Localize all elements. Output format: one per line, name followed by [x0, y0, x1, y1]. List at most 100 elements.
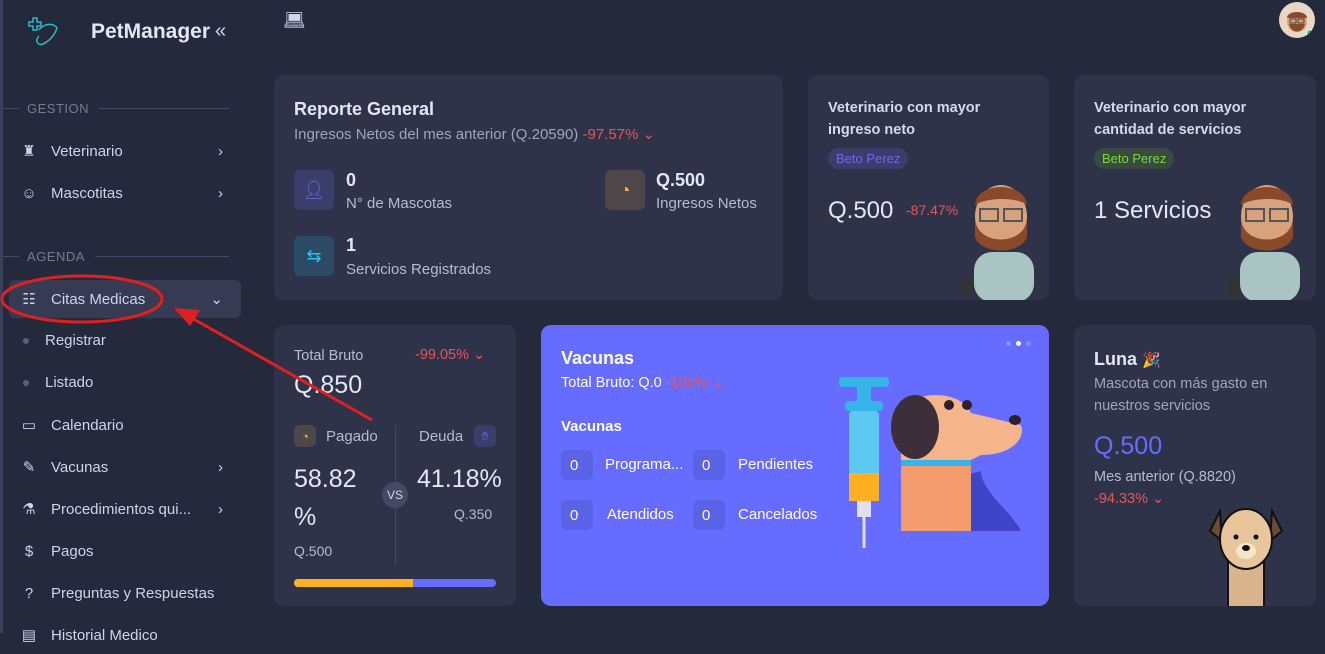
section-agenda: AGENDA — [3, 249, 229, 264]
app-name: PetManager — [91, 20, 211, 43]
value: 1 Servicios — [1094, 197, 1212, 224]
label: Citas Medicas — [51, 290, 146, 308]
label: Registrar — [45, 332, 106, 349]
transfer-arrows-icon: ⇆ — [294, 236, 334, 276]
calendar-icon: ▭ — [21, 417, 37, 434]
vaccine-dog-illustration-icon — [839, 377, 1022, 548]
vaccines-section-label: Vacunas — [561, 418, 622, 435]
paid-percent: 58.82 % — [294, 465, 357, 531]
laptop-icon[interactable]: 💻︎ — [283, 10, 306, 30]
sidebar-item-historial[interactable]: ▤ Historial Medico — [9, 616, 241, 654]
paid-amount: Q.500 — [294, 543, 333, 559]
vs-badge: VS — [382, 482, 408, 508]
section-gestion: GESTION — [3, 101, 229, 116]
chevron-down-icon: ⌄ — [1148, 491, 1165, 507]
label: Mascotitas — [51, 184, 123, 202]
stat-value: 0 — [346, 170, 357, 190]
microscope-icon: ⚗ — [22, 501, 36, 518]
total-text: Total Bruto: Q.0 — [561, 375, 662, 391]
pet-change: -94.33% ⌄ — [1094, 491, 1164, 507]
sidebar-item-procedimientos[interactable]: ⚗ Procedimientos qui... › — [9, 490, 241, 528]
chevron-right-icon: › — [218, 142, 223, 160]
sidebar-item-preguntas[interactable]: ? Preguntas y Respuestas — [9, 574, 241, 612]
gross-change: -99.05% ⌄ — [415, 347, 485, 363]
history-icon: ▤ — [21, 627, 37, 644]
dot-active[interactable] — [1016, 341, 1021, 346]
change: -99.05% — [415, 347, 470, 363]
party-popper-icon: 🎉 — [1142, 352, 1161, 369]
sidebar-item-mascotitas[interactable]: ☺ Mascotitas › — [9, 174, 241, 212]
checklist-icon: ☷ — [22, 291, 36, 308]
sidebar-item-vacunas[interactable]: ✎ Vacunas › — [9, 448, 241, 486]
sidebar-item-veterinario[interactable]: ♜ Veterinario › — [9, 132, 241, 170]
change: -97.57% — [582, 126, 639, 143]
gross-label: Total Bruto — [294, 348, 364, 364]
dot[interactable] — [1006, 341, 1011, 346]
gross-card: Total Bruto -99.05% ⌄ Q.850 ◔ Pagado 58.… — [274, 325, 516, 606]
card-title: Veterinario con mayor cantidad de servic… — [1094, 100, 1247, 138]
user-avatar[interactable] — [1279, 2, 1315, 38]
change: -94.33% — [1094, 491, 1149, 507]
vaccines-title: Vacunas — [561, 348, 635, 368]
stat-value: Q.500 — [656, 170, 706, 190]
vet-services-card: Veterinario con mayor cantidad de servic… — [1074, 75, 1316, 300]
logo-icon — [28, 17, 58, 46]
vet-name-badge: Beto Perez — [828, 148, 909, 169]
count-box: 0 — [693, 450, 725, 480]
label: Pagos — [51, 542, 94, 560]
label: Calendario — [51, 416, 124, 434]
sidebar-item-calendario[interactable]: ▭ Calendario — [9, 406, 241, 444]
report-title: Reporte General — [294, 99, 435, 119]
pet-previous: Mes anterior (Q.8820) — [1094, 469, 1236, 485]
label: Procedimientos qui... — [51, 500, 192, 518]
change: -100% — [665, 375, 708, 391]
user-star-icon: 👤︎ — [294, 170, 334, 210]
label: Veterinario — [51, 142, 123, 160]
chevrons-left-icon[interactable]: « — [215, 20, 227, 42]
question-icon: ? — [24, 584, 34, 602]
report-card: Reporte General Ingresos Netos del mes a… — [274, 75, 783, 300]
stat-label: Ingresos Netos — [656, 195, 757, 212]
dot[interactable] — [1026, 341, 1031, 346]
count-label: Cancelados — [738, 506, 818, 523]
pet-name: Luna 🎉 — [1094, 349, 1161, 370]
gross-value: Q.850 — [294, 371, 363, 399]
card-title: Veterinario con mayor ingreso neto — [828, 100, 981, 138]
sidebar-item-citas-medicas[interactable]: ☷ Citas Medicas ⌄ — [9, 280, 241, 318]
vaccines-total: Total Bruto: Q.0 -100% ⌄ — [561, 375, 724, 391]
debt-amount: Q.350 — [454, 506, 493, 522]
vaccines-card: Vacunas Total Bruto: Q.0 -100% ⌄ Vacunas… — [541, 325, 1049, 606]
count-label: Atendidos — [607, 506, 674, 523]
value: Q.500 — [828, 197, 894, 224]
chevron-right-icon: › — [218, 458, 223, 476]
count-label: Programa... — [605, 456, 684, 473]
chevron-down-icon: ⌄ — [469, 347, 486, 363]
stat-label: Servicios Registrados — [346, 261, 492, 278]
pet-value: Q.500 — [1094, 432, 1163, 460]
carousel-dots[interactable] — [1006, 341, 1031, 346]
paid-progress-fill — [294, 579, 413, 587]
paid-progress-bar — [294, 579, 496, 587]
bullet-icon — [23, 379, 29, 386]
pet-face-icon: ☺ — [21, 184, 37, 202]
vet-income-card: Veterinario con mayor ingreso neto Beto … — [808, 75, 1049, 300]
change: -87.47% — [906, 202, 959, 218]
sidebar-subitem-listado[interactable]: Listado — [23, 374, 93, 391]
chevron-right-icon: › — [218, 184, 223, 202]
top-pet-card: Luna 🎉 Mascota con más gasto en nuestros… — [1074, 325, 1316, 606]
brand[interactable]: PetManager — [25, 14, 210, 50]
bullet-icon — [23, 337, 29, 344]
sidebar-subitem-registrar[interactable]: Registrar — [23, 332, 106, 349]
hand-coins-icon: ✋︎ — [474, 425, 496, 447]
stat-label: N° de Mascotas — [346, 195, 453, 212]
syringe-icon: ✎ — [22, 459, 36, 476]
avatar-face-icon — [1287, 12, 1307, 32]
chevron-down-icon: ⌄ — [638, 126, 656, 143]
sidebar-item-pagos[interactable]: $ Pagos — [9, 532, 241, 570]
pie-chart-icon: ◔ — [605, 170, 645, 210]
count-label: Pendientes — [738, 456, 814, 473]
pie-chart-icon: ◔ — [294, 425, 316, 447]
count-box: 0 — [561, 450, 593, 480]
chevron-right-icon: › — [218, 500, 223, 518]
label: Vacunas — [51, 458, 109, 476]
